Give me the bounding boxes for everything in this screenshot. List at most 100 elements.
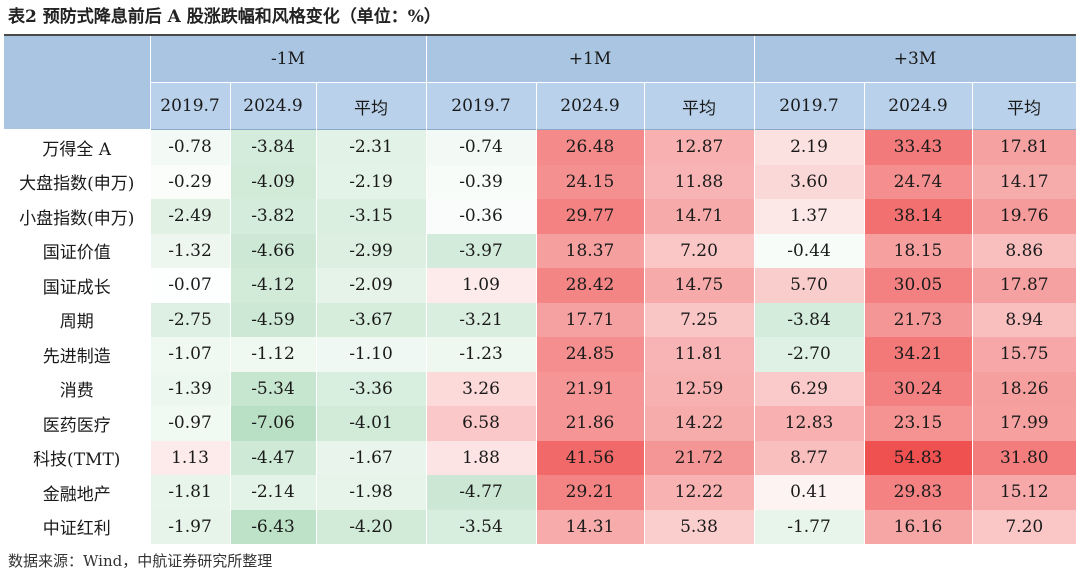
value-cell: 3.26 bbox=[425, 371, 537, 406]
value-cell: -4.47 bbox=[230, 440, 317, 475]
row-label: 中证红利 bbox=[4, 509, 151, 544]
value-cell: 29.83 bbox=[864, 475, 973, 510]
group-header-minus-1m: -1M bbox=[150, 36, 427, 83]
value-cell: -3.84 bbox=[230, 129, 317, 165]
sub-header-cell: 2019.7 bbox=[150, 82, 231, 130]
value-cell: -1.07 bbox=[150, 337, 231, 372]
value-cell: 29.21 bbox=[536, 475, 645, 510]
value-cell: -4.12 bbox=[230, 268, 317, 303]
row-label: 小盘指数(申万) bbox=[4, 199, 151, 234]
table-body: 万得全 A -0.78 -3.84 -2.31 -0.74 26.48 12.87 2.19 3… bbox=[4, 129, 1077, 544]
sub-header-cell: 2019.7 bbox=[426, 82, 537, 130]
value-cell: -2.31 bbox=[316, 129, 427, 165]
value-cell: -1.97 bbox=[150, 509, 231, 544]
value-cell: 1.13 bbox=[150, 440, 231, 475]
value-cell: 3.60 bbox=[753, 164, 865, 199]
value-cell: -2.09 bbox=[316, 268, 427, 303]
group-header-row: -1M +1M +3M bbox=[4, 36, 1077, 130]
value-cell: 33.43 bbox=[864, 129, 973, 165]
value-cell: 18.37 bbox=[536, 233, 645, 268]
table-row: 金融地产 -1.81 -2.14 -1.98 -4.77 29.21 12.22 0.41 29… bbox=[4, 475, 1077, 510]
value-cell: -2.49 bbox=[150, 199, 231, 234]
value-cell: -4.20 bbox=[316, 509, 427, 544]
value-cell: 24.85 bbox=[536, 337, 645, 372]
value-cell: 8.86 bbox=[972, 233, 1077, 268]
table-row: 医药医疗 -0.97 -7.06 -4.01 6.58 21.86 14.22 12.83 23… bbox=[4, 406, 1077, 441]
returns-table-container: -1M +1M +3M 2019.7 2024.9 平均 2019.7 2024… bbox=[4, 34, 1077, 544]
value-cell: 12.83 bbox=[753, 406, 865, 441]
table-row: 消费 -1.39 -5.34 -3.36 3.26 21.91 12.59 6.29 30.24… bbox=[4, 371, 1077, 406]
value-cell: 30.05 bbox=[864, 268, 973, 303]
value-cell: -3.36 bbox=[316, 371, 427, 406]
sub-header-cell: 平均 bbox=[972, 82, 1077, 130]
value-cell: 23.15 bbox=[864, 406, 973, 441]
value-cell: -2.75 bbox=[150, 302, 231, 337]
value-cell: -4.01 bbox=[316, 406, 427, 441]
value-cell: 7.20 bbox=[972, 509, 1077, 544]
value-cell: 5.70 bbox=[753, 268, 865, 303]
row-label: 消费 bbox=[4, 371, 151, 406]
value-cell: -4.59 bbox=[230, 302, 317, 337]
row-label: 科技(TMT) bbox=[4, 440, 151, 475]
value-cell: -3.54 bbox=[425, 509, 537, 544]
row-label: 先进制造 bbox=[4, 337, 151, 372]
value-cell: 41.56 bbox=[536, 440, 645, 475]
sub-header-cell: 2019.7 bbox=[754, 82, 865, 130]
value-cell: -3.82 bbox=[230, 199, 317, 234]
value-cell: -3.67 bbox=[316, 302, 427, 337]
table-row: 万得全 A -0.78 -3.84 -2.31 -0.74 26.48 12.87 2.19 3… bbox=[4, 129, 1077, 165]
table-title: 表2 预防式降息前后 A 股涨跌幅和风格变化（单位：%） bbox=[8, 7, 441, 27]
value-cell: 21.86 bbox=[536, 406, 645, 441]
value-cell: 14.75 bbox=[644, 268, 755, 303]
sub-header-cell: 2024.9 bbox=[864, 82, 973, 130]
value-cell: 8.94 bbox=[972, 302, 1077, 337]
value-cell: -0.36 bbox=[425, 199, 537, 234]
value-cell: -1.12 bbox=[230, 337, 317, 372]
value-cell: -4.66 bbox=[230, 233, 317, 268]
value-cell: 38.14 bbox=[864, 199, 973, 234]
value-cell: 21.91 bbox=[536, 371, 645, 406]
value-cell: -2.70 bbox=[753, 337, 865, 372]
value-cell: 1.37 bbox=[753, 199, 865, 234]
value-cell: 17.99 bbox=[972, 406, 1077, 441]
row-label: 周期 bbox=[4, 302, 151, 337]
sub-header-cell: 2024.9 bbox=[536, 82, 645, 130]
value-cell: 14.22 bbox=[644, 406, 755, 441]
value-cell: -1.23 bbox=[425, 337, 537, 372]
value-cell: -0.44 bbox=[753, 233, 865, 268]
value-cell: -3.15 bbox=[316, 199, 427, 234]
value-cell: 12.22 bbox=[644, 475, 755, 510]
value-cell: 8.77 bbox=[753, 440, 865, 475]
table-row: 小盘指数(申万) -2.49 -3.82 -3.15 -0.36 29.77 14.71 1.… bbox=[4, 199, 1077, 234]
value-cell: 16.16 bbox=[864, 509, 973, 544]
value-cell: 31.80 bbox=[972, 440, 1077, 475]
value-cell: -2.19 bbox=[316, 164, 427, 199]
value-cell: 15.75 bbox=[972, 337, 1077, 372]
value-cell: -4.77 bbox=[425, 475, 537, 510]
value-cell: -7.06 bbox=[230, 406, 317, 441]
table-row: 国证价值 -1.32 -4.66 -2.99 -3.97 18.37 7.20 -0.44 18… bbox=[4, 233, 1077, 268]
value-cell: -1.77 bbox=[753, 509, 865, 544]
table-row: 大盘指数(申万) -0.29 -4.09 -2.19 -0.39 24.15 11.88 3.… bbox=[4, 164, 1077, 199]
value-cell: -3.21 bbox=[425, 302, 537, 337]
value-cell: 1.09 bbox=[425, 268, 537, 303]
table-row: 科技(TMT) 1.13 -4.47 -1.67 1.88 41.56 21.72 8.77 5… bbox=[4, 440, 1077, 475]
value-cell: 17.71 bbox=[536, 302, 645, 337]
value-cell: 14.17 bbox=[972, 164, 1077, 199]
value-cell: 17.87 bbox=[972, 268, 1077, 303]
value-cell: 11.88 bbox=[644, 164, 755, 199]
value-cell: -3.84 bbox=[753, 302, 865, 337]
sub-header-cell: 平均 bbox=[316, 82, 427, 130]
table-row: 国证成长 -0.07 -4.12 -2.09 1.09 28.42 14.75 5.70 30.… bbox=[4, 268, 1077, 303]
value-cell: -0.78 bbox=[150, 129, 231, 165]
value-cell: 12.59 bbox=[644, 371, 755, 406]
value-cell: 17.81 bbox=[972, 129, 1077, 165]
value-cell: 1.88 bbox=[425, 440, 537, 475]
row-label: 医药医疗 bbox=[4, 406, 151, 441]
value-cell: 7.20 bbox=[644, 233, 755, 268]
value-cell: 6.29 bbox=[753, 371, 865, 406]
value-cell: 54.83 bbox=[864, 440, 973, 475]
value-cell: 18.26 bbox=[972, 371, 1077, 406]
value-cell: -1.98 bbox=[316, 475, 427, 510]
sub-header-cell: 平均 bbox=[644, 82, 755, 130]
